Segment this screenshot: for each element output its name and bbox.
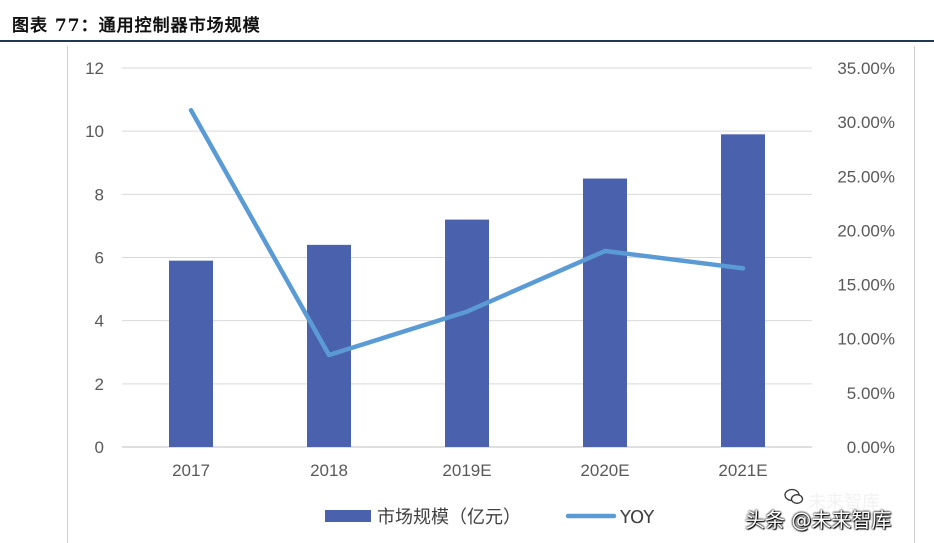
x-tick-label: 2021E [718, 461, 767, 480]
right-tick-label: 20.00% [837, 221, 895, 240]
bar-series [169, 134, 765, 447]
right-tick-label: 15.00% [837, 276, 895, 295]
x-tick-label: 2017 [172, 461, 210, 480]
left-tick-label: 4 [95, 312, 104, 331]
right-tick-label: 5.00% [847, 384, 895, 403]
left-tick-label: 6 [95, 249, 104, 268]
bar-2017 [169, 260, 213, 447]
bar-2018 [307, 244, 351, 447]
legend-label-bar: 市场规模（亿元） [377, 507, 521, 528]
right-tick-label: 30.00% [837, 113, 895, 132]
left-tick-label: 8 [95, 185, 104, 204]
figure-title: 图表 77：通用控制器市场规模 [12, 16, 261, 36]
bar-2019E [445, 219, 489, 447]
x-axis: 2017 2018 2019E 2020E 2021E [172, 461, 768, 480]
right-tick-label: 0.00% [847, 438, 895, 457]
watermark-top: 未来智库 [808, 492, 880, 513]
yoy-series [188, 107, 746, 358]
watermark-bottom: 头条 @未来智库 [745, 508, 892, 532]
figure-header: 图表 77：通用控制器市场规模 [0, 0, 934, 42]
legend-label-line: YOY [619, 507, 655, 528]
x-tick-label: 2020E [580, 461, 629, 480]
legend-swatch-bar [325, 510, 371, 522]
x-tick-label: 2018 [310, 461, 348, 480]
right-tick-label: 10.00% [837, 330, 895, 349]
left-tick-label: 2 [95, 375, 104, 394]
wechat-icon [784, 488, 804, 504]
chart-frame-right [914, 46, 915, 543]
x-tick-label: 2019E [442, 461, 491, 480]
chart-frame-left [67, 46, 68, 543]
right-tick-label: 35.00% [837, 59, 895, 78]
bar-2021E [721, 134, 765, 447]
header-divider [0, 40, 934, 42]
left-axis: 0 2 4 6 8 10 12 [85, 59, 104, 457]
legend: 市场规模（亿元） YOY [325, 507, 655, 528]
right-tick-label: 25.00% [837, 167, 895, 186]
left-tick-label: 0 [95, 438, 104, 457]
left-tick-label: 12 [85, 59, 104, 78]
bar-2020E [583, 178, 627, 447]
left-tick-label: 10 [85, 122, 104, 141]
right-axis: 0.00% 5.00% 10.00% 15.00% 20.00% 25.00% 30.00%… [837, 59, 895, 457]
